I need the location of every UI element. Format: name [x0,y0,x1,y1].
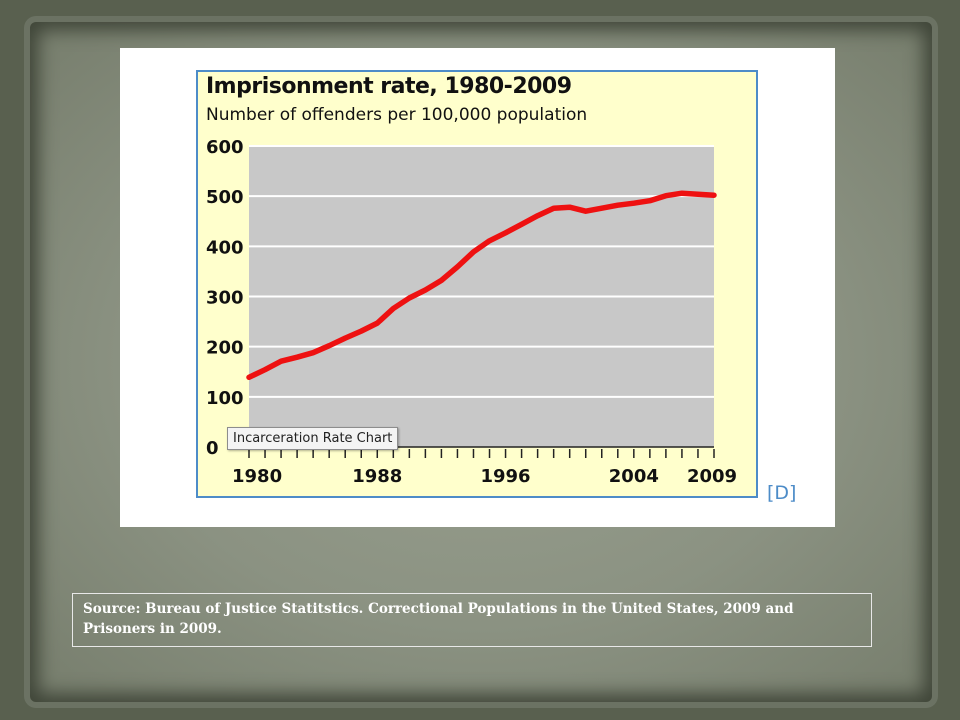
data-point-2000 [567,205,572,210]
data-point-1991 [423,287,428,293]
data-point-1995 [487,238,492,244]
data-point-2008 [695,191,701,197]
data-point-1998 [535,213,540,218]
data-point-2004 [631,200,637,206]
data-point-1980 [246,375,252,380]
y-tick-label-5: 500 [206,187,244,208]
source-caption: Source: Bureau of Justice Statitstics. C… [72,593,872,647]
data-point-2006 [663,193,669,198]
data-point-1992 [439,278,444,283]
data-point-1987 [359,328,364,334]
data-point-1984 [310,350,316,355]
y-tick-label-0: 0 [206,438,219,459]
reference-link[interactable]: [D] [767,482,797,504]
data-point-2007 [679,190,685,196]
data-point-2001 [583,209,588,214]
y-tick-label-2: 200 [206,338,244,359]
y-tick-label-3: 300 [206,288,244,309]
chart-tooltip: Incarceration Rate Chart [227,427,399,450]
series-line [246,190,717,381]
data-point-2003 [615,202,620,208]
y-tick-label-1: 100 [206,388,244,409]
data-point-1989 [391,306,396,311]
data-point-1981 [262,367,268,372]
x-tick-label-1980: 1980 [232,466,282,487]
x-tick-label-2009: 2009 [687,466,737,487]
data-point-1990 [407,295,412,301]
chart-subtitle: Number of offenders per 100,000 populati… [206,105,588,125]
data-point-1996 [503,230,508,235]
data-point-2002 [599,206,604,211]
y-tick-label-6: 600 [206,137,244,158]
x-tick-label-1988: 1988 [352,466,402,487]
data-point-1986 [343,335,348,341]
x-tick-label-2004: 2004 [609,466,659,487]
y-tick-label-4: 400 [206,237,244,258]
data-point-1988 [375,320,380,326]
data-point-2009 [711,192,717,198]
data-point-1982 [278,359,284,364]
data-point-1993 [455,264,460,270]
data-point-1994 [471,249,476,255]
data-point-1983 [294,355,300,360]
data-point-1997 [519,222,524,227]
chart-title: Imprisonment rate, 1980-2009 [206,74,572,99]
data-point-1985 [326,343,332,348]
data-point-2005 [647,198,653,203]
data-point-1999 [551,206,556,211]
x-tick-label-1996: 1996 [480,466,530,487]
